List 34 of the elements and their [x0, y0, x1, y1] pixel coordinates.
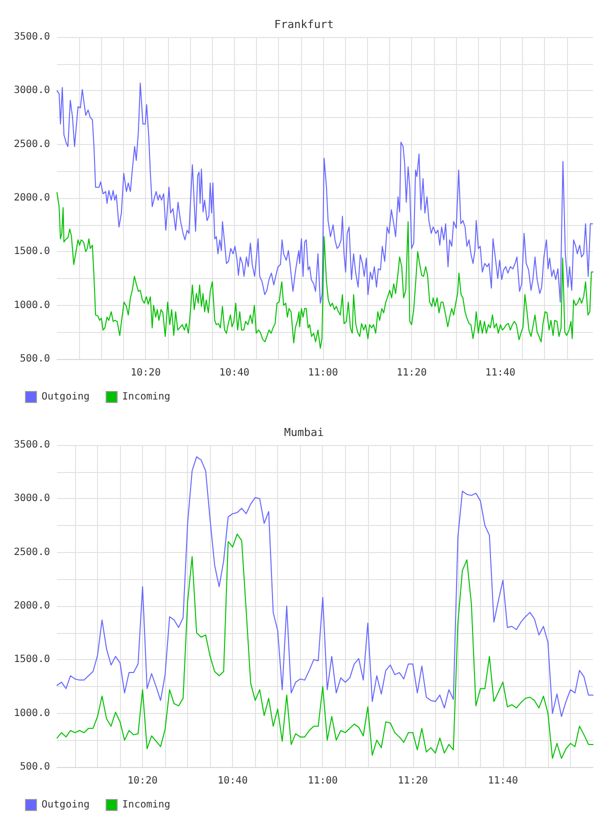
line-series — [56, 534, 594, 759]
legend-label: Outgoing — [42, 392, 90, 402]
y-tick-label: 3500.0 — [14, 32, 50, 42]
y-tick-label: 500.0 — [20, 762, 50, 772]
y-tick-label: 2500.0 — [14, 138, 50, 150]
y-tick-label: 3500.0 — [14, 440, 50, 450]
y-tick-label: 1000.0 — [14, 708, 50, 719]
line-series — [56, 82, 593, 304]
x-tick-label: 11:40 — [485, 368, 516, 378]
x-tick-label: 10:20 — [130, 368, 161, 378]
x-tick-label: 11:40 — [488, 776, 518, 786]
legend-label: Incoming — [122, 800, 170, 810]
y-tick-label: 3000.0 — [14, 493, 50, 504]
y-tick-label: 500.0 — [20, 354, 50, 364]
x-tick-label: 11:00 — [308, 776, 338, 786]
y-tick-label: 1500.0 — [14, 654, 50, 666]
x-tick-label: 10:40 — [218, 776, 248, 786]
y-tick-label: 1500.0 — [14, 246, 50, 258]
line-series — [56, 192, 594, 349]
y-tick-label: 3000.0 — [14, 85, 50, 96]
line-series — [56, 456, 594, 718]
x-tick-label: 10:40 — [219, 368, 250, 378]
y-tick-label: 2500.0 — [14, 546, 50, 558]
x-tick-label: 11:20 — [398, 776, 428, 786]
y-tick-label: 2000.0 — [14, 192, 50, 204]
chart-title: Frankfurt — [274, 18, 334, 31]
x-tick-label: 10:20 — [128, 776, 158, 786]
legend-label: Outgoing — [42, 800, 90, 810]
y-tick-label: 2000.0 — [14, 600, 50, 612]
x-tick-label: 11:20 — [396, 368, 427, 378]
chart-title: Mumbai — [284, 426, 324, 439]
legend-label: Incoming — [122, 392, 170, 402]
x-tick-label: 11:00 — [308, 368, 338, 378]
y-tick-label: 1000.0 — [14, 300, 50, 311]
